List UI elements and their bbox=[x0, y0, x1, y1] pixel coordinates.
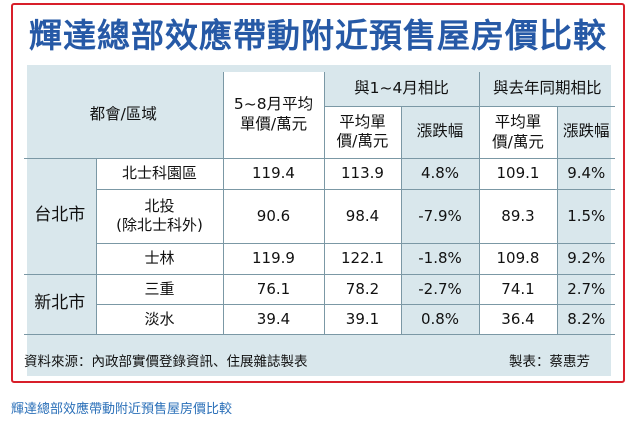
price-comparison-table: 都會/區域 5~8月平均 單價/萬元 與1~4月相比 與去年同期相比 平均單 價… bbox=[24, 72, 615, 335]
ly-change-value: 2.7% bbox=[557, 274, 615, 305]
header-change: 漲跌幅 bbox=[401, 106, 480, 159]
header-region: 都會/區域 bbox=[24, 72, 224, 159]
area-label: 士林 bbox=[96, 243, 224, 275]
city-taipei: 台北市 bbox=[24, 158, 97, 275]
ly-change-value: 9.4% bbox=[557, 158, 615, 190]
source-text: 資料來源：內政部實價登錄資訊、住展雜誌製表 bbox=[24, 354, 308, 370]
prev-change-value: -1.8% bbox=[401, 243, 480, 275]
header-avg-may-aug: 5~8月平均 單價/萬元 bbox=[223, 72, 325, 159]
header-vs-last-year: 與去年同期相比 bbox=[479, 72, 615, 107]
header-avg-price-ly: 平均單價/萬元 bbox=[479, 106, 558, 159]
avg-value: 119.4 bbox=[223, 158, 325, 190]
ly-avg-value: 109.8 bbox=[479, 243, 558, 275]
city-new-taipei: 新北市 bbox=[24, 274, 97, 335]
area-label: 北投 (除北士科外) bbox=[96, 189, 224, 244]
infographic-title: 輝達總部效應帶動附近預售屋房價比較 bbox=[29, 16, 607, 55]
prev-change-value: -2.7% bbox=[401, 274, 480, 305]
prev-change-value: 4.8% bbox=[401, 158, 480, 190]
header-vs-jan-apr: 與1~4月相比 bbox=[324, 72, 480, 107]
ly-avg-value: 89.3 bbox=[479, 189, 558, 244]
prev-change-value: -7.9% bbox=[401, 189, 480, 244]
ly-change-value: 1.5% bbox=[557, 189, 615, 244]
header-avg-price-ly-text: 平均單價/萬元 bbox=[492, 112, 544, 151]
area-label: 三重 bbox=[96, 274, 224, 305]
area-label: 淡水 bbox=[96, 304, 224, 335]
ly-avg-value: 74.1 bbox=[479, 274, 558, 305]
avg-value: 119.9 bbox=[223, 243, 325, 275]
header-avg-price: 平均單 價/萬元 bbox=[324, 106, 402, 159]
ly-avg-value: 109.1 bbox=[479, 158, 558, 190]
ly-change-value: 8.2% bbox=[557, 304, 615, 335]
credit-text: 製表：蔡惠芳 bbox=[509, 354, 590, 370]
prev-avg-value: 122.1 bbox=[324, 243, 402, 275]
area-label: 北士科園區 bbox=[96, 158, 224, 190]
prev-avg-value: 113.9 bbox=[324, 158, 402, 190]
prev-change-value: 0.8% bbox=[401, 304, 480, 335]
avg-value: 39.4 bbox=[223, 304, 325, 335]
ly-avg-value: 36.4 bbox=[479, 304, 558, 335]
prev-avg-value: 98.4 bbox=[324, 189, 402, 244]
avg-value: 76.1 bbox=[223, 274, 325, 305]
ly-change-value: 9.2% bbox=[557, 243, 615, 275]
prev-avg-value: 78.2 bbox=[324, 274, 402, 305]
image-caption-link[interactable]: 輝達總部效應帶動附近預售屋房價比較 bbox=[11, 402, 233, 417]
prev-avg-value: 39.1 bbox=[324, 304, 402, 335]
avg-value: 90.6 bbox=[223, 189, 325, 244]
header-change-ly: 漲跌幅 bbox=[557, 106, 615, 159]
